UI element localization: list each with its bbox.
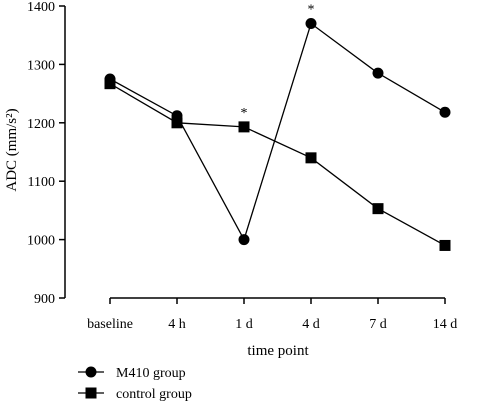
x-tick-label: 4 h bbox=[168, 317, 186, 332]
legend-label: control group bbox=[116, 387, 192, 402]
x-tick-label: 14 d bbox=[433, 317, 458, 332]
x-tick-label: 4 d bbox=[302, 317, 320, 332]
significance-marker: * bbox=[241, 106, 248, 121]
series-line-0 bbox=[109, 22, 446, 242]
data-point bbox=[372, 203, 384, 215]
x-tick-label: 1 d bbox=[235, 317, 253, 332]
legend-square-marker bbox=[85, 387, 97, 399]
x-tick-label: baseline bbox=[87, 317, 133, 332]
y-tick-label: 1000 bbox=[27, 234, 55, 249]
plot-area: ** bbox=[104, 3, 451, 251]
data-point bbox=[305, 18, 317, 30]
data-point bbox=[104, 78, 116, 90]
series-line-1 bbox=[109, 83, 446, 247]
x-axis-title: time point bbox=[247, 343, 309, 359]
data-point bbox=[372, 67, 384, 79]
x-axis: baseline 4 h 1 d 4 d 7 d 14 d bbox=[87, 297, 458, 332]
legend-circle-marker bbox=[85, 366, 97, 378]
data-point bbox=[305, 152, 317, 164]
significance-marker: * bbox=[308, 3, 315, 18]
x-tick-label: 7 d bbox=[369, 317, 387, 332]
y-tick-label: 900 bbox=[34, 292, 55, 307]
data-point bbox=[171, 117, 183, 129]
y-tick-label: 1300 bbox=[27, 58, 55, 73]
y-axis: 900 1000 1100 1200 1300 1400 bbox=[27, 0, 66, 307]
legend: M410 group control group bbox=[78, 366, 192, 402]
y-tick-label: 1400 bbox=[27, 0, 55, 15]
y-tick-label: 1200 bbox=[27, 117, 55, 132]
y-tick-label: 1100 bbox=[28, 175, 55, 190]
data-point bbox=[238, 234, 250, 246]
data-point bbox=[439, 106, 451, 118]
data-point bbox=[238, 121, 250, 133]
data-point bbox=[439, 239, 451, 251]
y-axis-title: ADC (mm/s²) bbox=[4, 108, 20, 191]
legend-label: M410 group bbox=[116, 366, 186, 381]
